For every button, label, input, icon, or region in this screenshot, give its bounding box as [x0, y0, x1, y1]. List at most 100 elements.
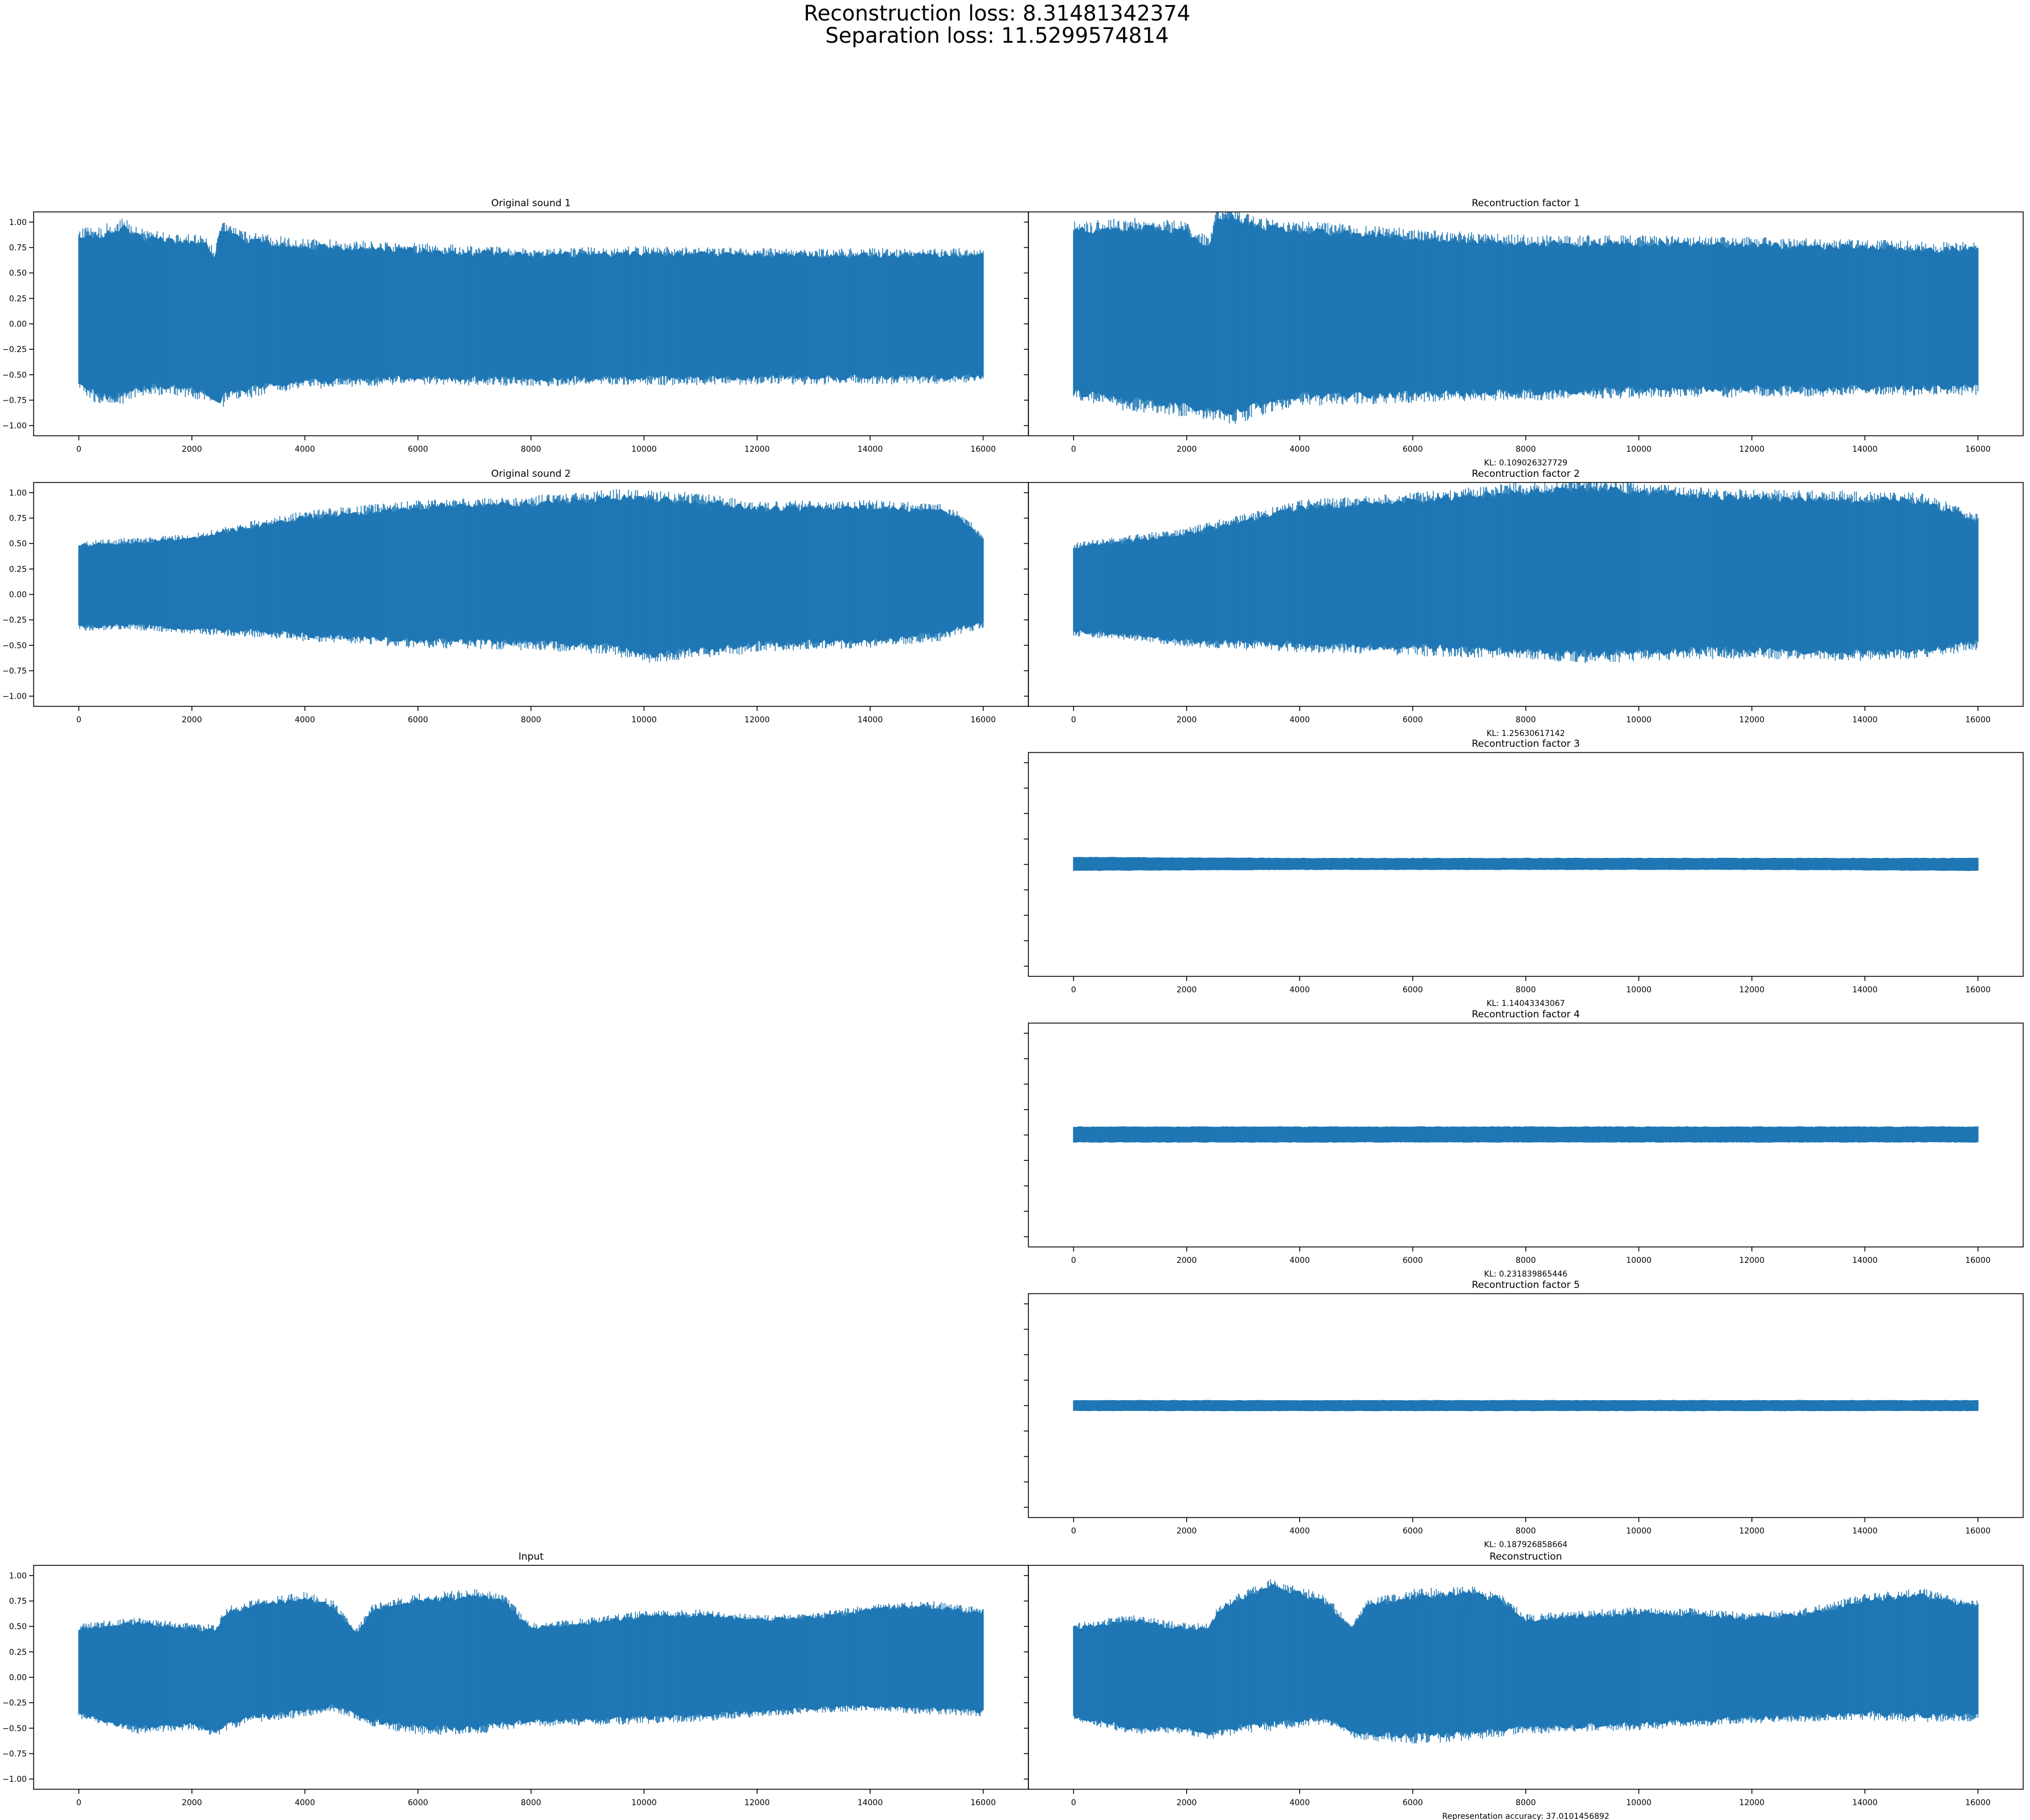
subplot-rec3: 0 2000 4000 6000 8000 10000 12000 14000 16000 Rec…: [1024, 738, 2024, 1008]
x-axis-label: KL: 0.109026327729: [1484, 459, 1567, 468]
x-tick-label: 14000: [1852, 445, 1878, 454]
x-tick-label: 4000: [1289, 1527, 1310, 1536]
x-tick-label: 8000: [521, 445, 541, 454]
y-tick-label: −1.00: [2, 422, 27, 431]
subplot-title: Recontruction factor 1: [1472, 198, 1580, 209]
x-tick-label: 12000: [745, 1798, 770, 1807]
x-tick-label: 16000: [1965, 715, 1991, 725]
waveform-orig2: [78, 489, 984, 663]
subplot-rec2: 0 2000 4000 6000 8000 10000 12000 14000 16000 Rec…: [1024, 468, 2024, 738]
waveform-spikes: [1073, 857, 1979, 871]
x-tick-label: 14000: [857, 445, 883, 454]
x-tick-label: 8000: [521, 1798, 541, 1807]
x-tick-label: 0: [1071, 1798, 1076, 1807]
x-tick-label: 16000: [1965, 445, 1991, 454]
y-tick-label: 0.25: [9, 565, 27, 574]
x-tick-label: 10000: [1626, 715, 1652, 725]
subplot-rec5: 0 2000 4000 6000 8000 10000 12000 14000 16000 Rec…: [1024, 1279, 2024, 1549]
x-tick-label: 0: [1071, 985, 1076, 995]
y-tick-label: −0.75: [2, 666, 27, 676]
x-axis-label: KL: 0.187926858664: [1484, 1540, 1567, 1549]
x-tick-label: 0: [76, 1798, 81, 1807]
x-tick-label: 12000: [1739, 985, 1765, 995]
waveform-input: [78, 1589, 984, 1735]
y-tick-label: 1.00: [9, 218, 27, 227]
waveform-spikes: [1073, 1126, 1979, 1143]
subplot-recon: 0 2000 4000 6000 8000 10000 12000 14000 16000 Rec…: [1024, 1551, 2024, 1820]
x-tick-label: 4000: [1289, 1798, 1310, 1807]
waveform-spikes: [1073, 482, 1979, 664]
x-tick-label: 12000: [745, 715, 770, 725]
subplot-title: Original sound 2: [491, 468, 571, 480]
subplot-rec4: 0 2000 4000 6000 8000 10000 12000 14000 16000 Rec…: [1024, 1009, 2024, 1279]
waveform-spikes: [1073, 1400, 1979, 1412]
x-tick-label: 2000: [182, 1798, 202, 1807]
x-tick-label: 4000: [1289, 985, 1310, 995]
x-tick-label: 2000: [1177, 715, 1197, 725]
x-tick-label: 14000: [1852, 1527, 1878, 1536]
x-tick-label: 14000: [857, 715, 883, 725]
x-tick-label: 0: [76, 445, 81, 454]
y-tick-label: −0.75: [2, 1749, 27, 1758]
x-axis-label: KL: 1.25630617142: [1486, 729, 1565, 738]
x-tick-label: 8000: [1516, 1256, 1536, 1265]
x-tick-label: 10000: [631, 1798, 657, 1807]
x-tick-label: 2000: [182, 445, 202, 454]
waveform-rec3: [1073, 857, 1979, 872]
y-tick-label: −0.25: [2, 1699, 27, 1708]
y-tick-label: 0.25: [9, 295, 27, 304]
x-tick-label: 2000: [1177, 1256, 1197, 1265]
x-tick-label: 6000: [408, 445, 428, 454]
suptitle-line-1: Reconstruction loss: 8.31481342374: [804, 1, 1191, 26]
x-tick-label: 4000: [1289, 445, 1310, 454]
y-tick-label: 0.00: [9, 591, 27, 600]
x-tick-label: 10000: [1626, 1798, 1652, 1807]
x-tick-label: 8000: [1516, 985, 1536, 995]
x-tick-label: 0: [1071, 1527, 1076, 1536]
x-tick-label: 0: [76, 715, 81, 725]
x-tick-label: 2000: [1177, 1527, 1197, 1536]
x-tick-label: 6000: [1403, 715, 1423, 725]
subplot-title: Recontruction factor 5: [1472, 1279, 1580, 1291]
x-tick-label: 14000: [1852, 985, 1878, 995]
subplot-title: Recontruction factor 2: [1472, 468, 1580, 480]
y-tick-label: 1.00: [9, 1572, 27, 1581]
subplot-title: Original sound 1: [491, 198, 571, 209]
x-axis-label: Representation accuracy: 37.0101456892: [1442, 1812, 1609, 1820]
x-tick-label: 8000: [1516, 445, 1536, 454]
subplot-title: Input: [518, 1551, 544, 1563]
y-tick-label: 0.25: [9, 1648, 27, 1657]
x-tick-label: 6000: [1403, 1527, 1423, 1536]
x-tick-label: 10000: [1626, 445, 1652, 454]
x-axis-label: KL: 0.231839865446: [1484, 1270, 1567, 1279]
y-tick-label: −0.25: [2, 345, 27, 354]
x-tick-label: 10000: [631, 715, 657, 725]
x-tick-label: 0: [1071, 445, 1076, 454]
x-tick-label: 14000: [1852, 1256, 1878, 1265]
subplot-orig2: 0 2000 4000 6000 8000 10000 12000 14000 16000 −1.…: [2, 468, 1029, 725]
x-tick-label: 16000: [970, 445, 996, 454]
x-tick-label: 10000: [1626, 985, 1652, 995]
x-tick-label: 16000: [970, 1798, 996, 1807]
subplot-orig1: 0 2000 4000 6000 8000 10000 12000 14000 16000 −1.…: [2, 198, 1029, 454]
y-tick-label: −0.50: [2, 371, 27, 380]
x-tick-label: 12000: [1739, 1798, 1765, 1807]
x-tick-label: 16000: [1965, 1527, 1991, 1536]
y-tick-label: −0.75: [2, 396, 27, 405]
waveform-spikes: [78, 1589, 984, 1735]
y-tick-label: −0.25: [2, 616, 27, 625]
waveform-spikes: [78, 218, 984, 407]
waveform-rec1: [1073, 212, 1979, 424]
y-tick-label: −1.00: [2, 1775, 27, 1784]
x-tick-label: 2000: [1177, 1798, 1197, 1807]
y-tick-label: 0.75: [9, 514, 27, 523]
waveform-orig1: [78, 218, 984, 407]
x-tick-label: 8000: [1516, 715, 1536, 725]
y-tick-label: 0.00: [9, 320, 27, 329]
subplot-title: Recontruction factor 4: [1472, 1009, 1580, 1020]
x-tick-label: 12000: [745, 445, 770, 454]
waveform-spikes: [1073, 1579, 1979, 1744]
x-tick-label: 8000: [1516, 1798, 1536, 1807]
x-tick-label: 2000: [1177, 985, 1197, 995]
